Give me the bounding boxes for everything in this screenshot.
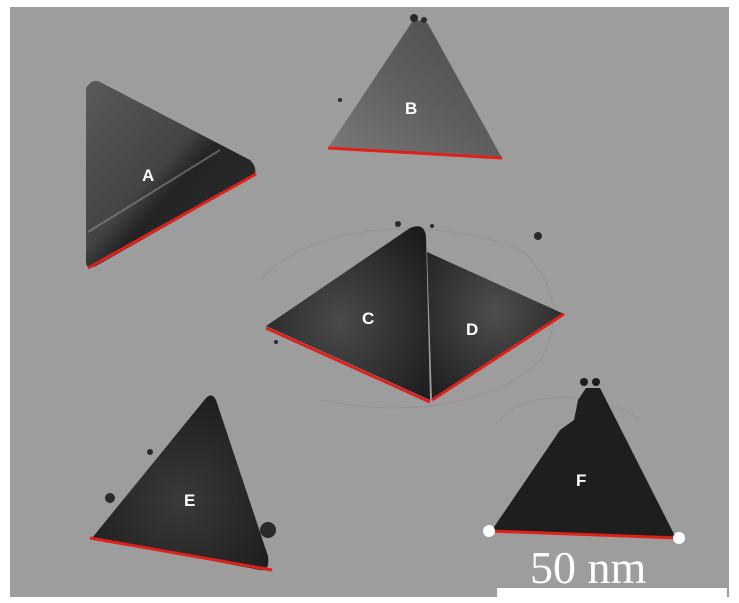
film-contours [261, 228, 641, 421]
particle-f: F [483, 378, 685, 544]
label-e: E [184, 491, 195, 510]
edge-marker-a [87, 172, 257, 270]
scale-bar-label: 50 nm [530, 542, 647, 593]
edge-marker-b [327, 146, 503, 160]
edge-marker-f [489, 529, 679, 540]
debris-particles [274, 98, 542, 344]
label-d: D [466, 320, 478, 339]
endpoint-marker-left [483, 525, 495, 537]
particle-c: C [265, 226, 431, 404]
scale-bar-line [497, 588, 727, 597]
particle-b: B [327, 14, 503, 160]
endpoint-marker-right [673, 532, 685, 544]
label-f: F [576, 471, 586, 490]
particle-e: E [89, 395, 276, 572]
edge-marker-d [431, 312, 565, 402]
label-b: B [405, 99, 417, 118]
label-a: A [142, 166, 154, 185]
scale-bar: 50 nm [497, 542, 727, 597]
edge-marker-e [89, 536, 273, 572]
particle-a: A [86, 80, 257, 270]
edge-marker-c [265, 326, 431, 404]
label-c: C [362, 309, 374, 328]
particle-d: D [427, 252, 565, 402]
